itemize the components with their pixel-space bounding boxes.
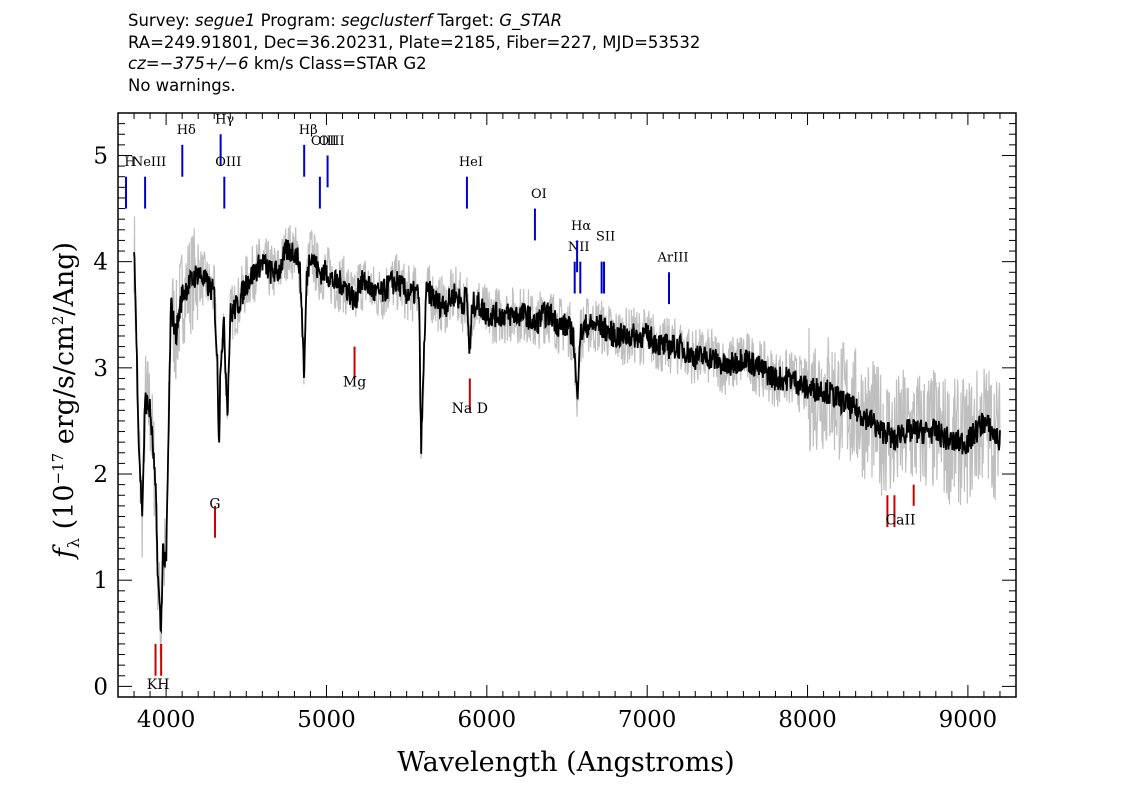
cz-unit-class: km/s Class=STAR G2 bbox=[248, 54, 427, 73]
flux-line bbox=[133, 239, 1001, 635]
absorption-label: CaII bbox=[885, 512, 915, 528]
y-tick-label: 5 bbox=[93, 143, 108, 169]
y-axis-label: fλ (10−17 erg/s/cm2/Ang) bbox=[49, 242, 83, 560]
header-line-coordinates: RA=249.91801, Dec=36.20231, Plate=2185, … bbox=[128, 32, 701, 52]
emission-label: Hα bbox=[571, 219, 591, 234]
survey-label: Survey: bbox=[128, 11, 195, 30]
absorption-label: G bbox=[209, 496, 220, 512]
x-tick-label: 7000 bbox=[618, 707, 677, 733]
survey-value: segue1 bbox=[195, 11, 256, 30]
x-tick-label: 5000 bbox=[297, 707, 356, 733]
spectrum-header: Survey: segue1 Program: segclusterf Targ… bbox=[128, 10, 700, 96]
cz-value: =−375+/−6 bbox=[145, 54, 249, 73]
absorption-label: Mg bbox=[343, 374, 366, 390]
emission-label: OIII bbox=[319, 134, 345, 149]
y-tick-label: 3 bbox=[93, 356, 108, 382]
emission-label: H bbox=[124, 155, 135, 170]
emission-label: HeI bbox=[459, 155, 483, 170]
emission-label: NII bbox=[568, 240, 590, 255]
emission-label: NeIII bbox=[132, 155, 166, 170]
plot-clip-group bbox=[133, 216, 1001, 660]
x-tick-label: 9000 bbox=[939, 707, 998, 733]
axes: 4000 5000 6000 7000 8000 9000 0 1 2 3 4 5 bbox=[93, 112, 1017, 733]
program-value: segclusterf bbox=[341, 11, 433, 30]
x-tick-label: 6000 bbox=[458, 707, 517, 733]
absorption-label: Na D bbox=[452, 401, 488, 417]
y-tick-label: 2 bbox=[93, 462, 108, 488]
emission-label: Hβ bbox=[299, 123, 318, 138]
emission-label: Hγ bbox=[215, 113, 234, 128]
emission-label: ArIII bbox=[656, 251, 688, 266]
plot-area: HNeIIIHδHγOIIIHβOIIIOIIIHeIOINIIHαSIIArI… bbox=[124, 113, 1001, 693]
header-line-survey: Survey: segue1 Program: segclusterf Targ… bbox=[128, 10, 700, 32]
header-line-warnings: No warnings. bbox=[128, 75, 236, 95]
y-tick-label: 4 bbox=[93, 250, 108, 276]
header-line-redshift: cz=−375+/−6 km/s Class=STAR G2 bbox=[128, 53, 700, 75]
x-tick-label: 8000 bbox=[778, 707, 837, 733]
x-axis-label: Wavelength (Angstroms) bbox=[397, 747, 734, 778]
target-label: Target: bbox=[432, 11, 500, 30]
emission-label: SII bbox=[596, 229, 615, 244]
x-tick-label: 4000 bbox=[137, 707, 196, 733]
program-label: Program: bbox=[255, 11, 341, 30]
emission-label: OI bbox=[531, 187, 547, 202]
y-tick-label: 0 bbox=[93, 674, 108, 700]
cz-label: cz bbox=[128, 54, 146, 73]
emission-label: OIII bbox=[215, 155, 241, 170]
y-tick-label: 1 bbox=[93, 568, 108, 594]
flux-error-band bbox=[133, 216, 1001, 660]
emission-label: OIII bbox=[311, 134, 337, 149]
absorption-label: KH bbox=[147, 677, 170, 693]
target-value: G_STAR bbox=[499, 11, 563, 30]
emission-label: Hδ bbox=[177, 123, 196, 138]
